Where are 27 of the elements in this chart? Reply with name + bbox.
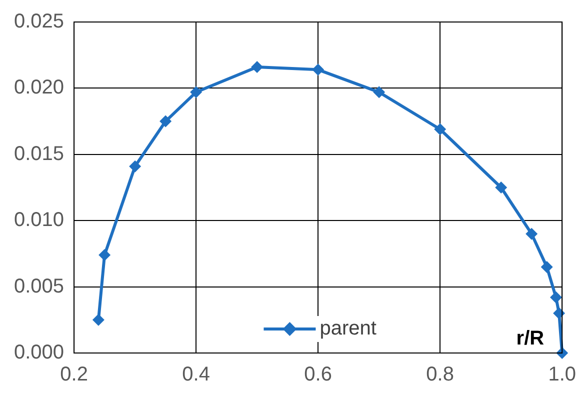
x-tick-label: 0.2 <box>60 364 88 386</box>
y-tick-label: 0.010 <box>14 209 64 232</box>
point <box>495 182 508 194</box>
y-tick-label: 0.025 <box>14 10 64 33</box>
legend-label: parent <box>320 318 377 340</box>
point <box>92 314 104 326</box>
point <box>553 307 566 320</box>
point <box>526 228 538 240</box>
y-tick-label: 0.020 <box>14 76 64 99</box>
point <box>129 160 142 172</box>
y-tick-label: 0.015 <box>14 142 64 165</box>
y-tick-label: 0.005 <box>14 275 64 298</box>
point <box>550 291 562 304</box>
point <box>160 115 172 128</box>
x-tick-label: 0.8 <box>426 364 454 386</box>
point <box>98 249 111 262</box>
point <box>190 86 202 98</box>
point <box>373 86 386 98</box>
x-tick-label: 1.0 <box>548 364 576 386</box>
x-axis-title: r/R <box>516 328 545 350</box>
x-tick-label: 0.6 <box>304 364 332 386</box>
x-tick-label: 0.4 <box>182 364 210 386</box>
point <box>540 260 553 273</box>
point <box>312 64 324 76</box>
point <box>434 123 446 136</box>
y-tick-label: 0.000 <box>14 342 64 364</box>
point <box>251 61 264 74</box>
